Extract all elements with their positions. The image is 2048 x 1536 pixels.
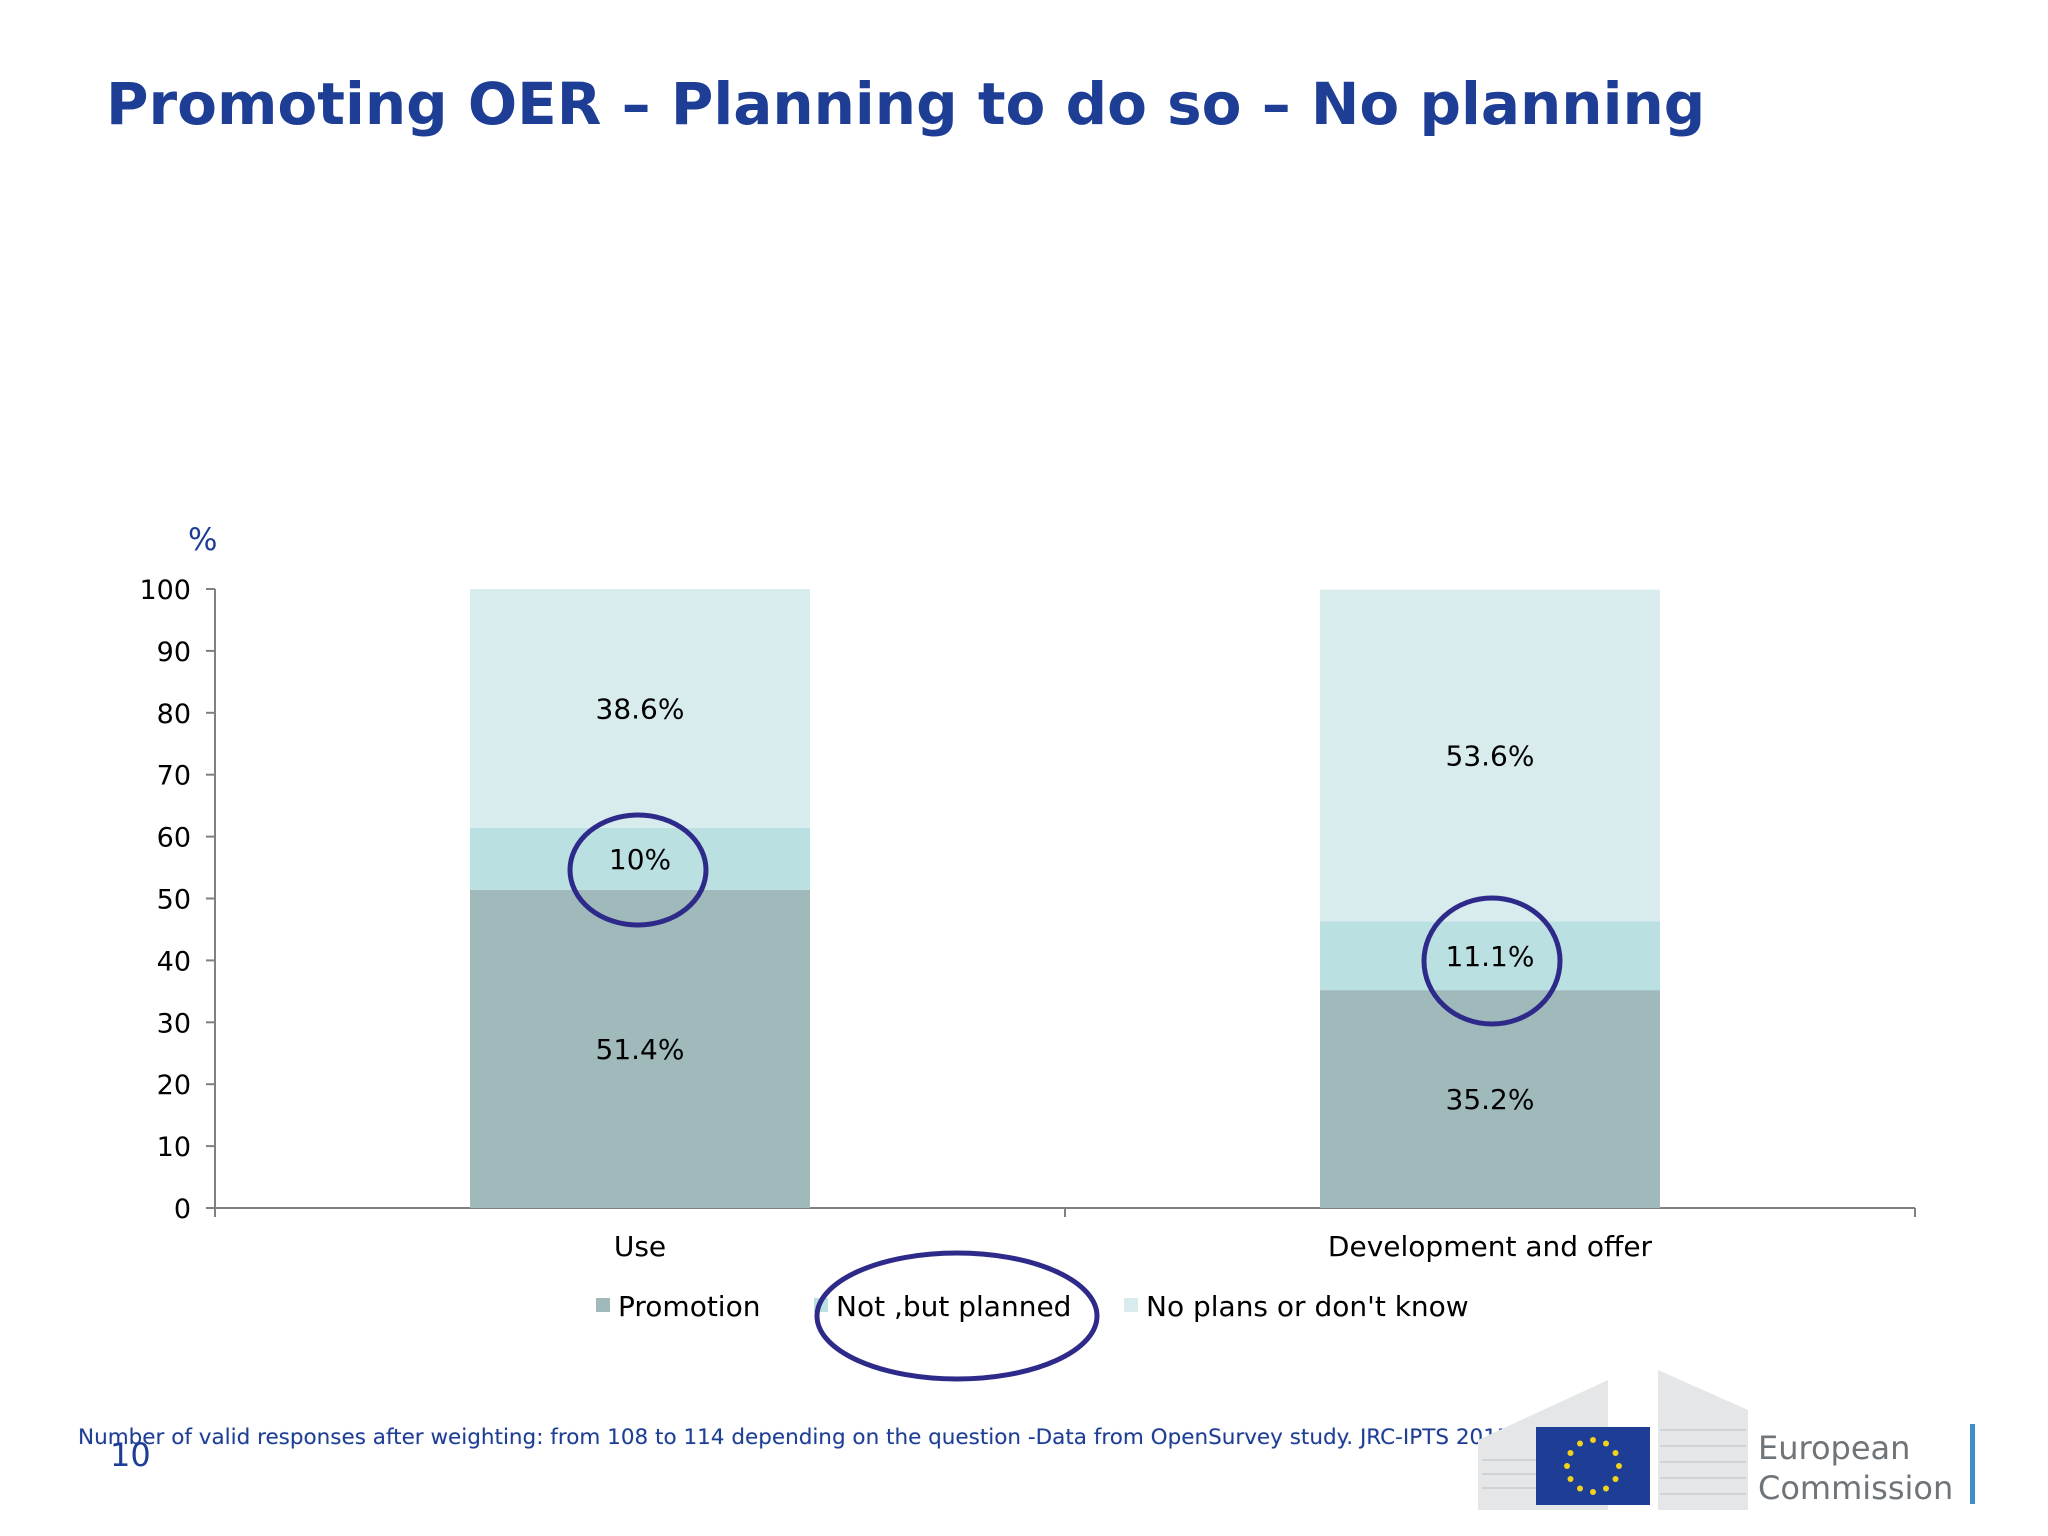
bar-segment (1320, 589, 1660, 922)
logo-line-1: European (1758, 1429, 1911, 1467)
data-label: 11.1% (1446, 940, 1535, 973)
data-label: 10% (609, 843, 671, 876)
legend-swatch (1124, 1298, 1138, 1312)
flag-star-icon (1612, 1450, 1619, 1456)
flag-star-icon (1577, 1440, 1583, 1447)
page-number: 10 (110, 1436, 151, 1474)
data-label: 38.6% (596, 692, 685, 725)
highlight-circle (1421, 895, 1563, 1027)
highlight-circle (567, 812, 709, 928)
flag-star-icon (1616, 1463, 1622, 1469)
flag-star-icon (1603, 1485, 1609, 1492)
flag-star-icon (1564, 1463, 1570, 1469)
data-label: 35.2% (1446, 1083, 1535, 1116)
european-commission-logo (1478, 1370, 1748, 1510)
flag-star-icon (1590, 1489, 1596, 1495)
y-tick-label: 0 (174, 1194, 191, 1225)
footnote: Number of valid responses after weightin… (78, 1425, 1511, 1450)
data-label: 53.6% (1446, 740, 1535, 773)
logo-line-2: Commission (1758, 1469, 1954, 1507)
y-tick-label: 40 (157, 946, 191, 977)
y-tick-label: 60 (157, 823, 191, 854)
y-tick-label: 30 (157, 1008, 191, 1039)
y-tick-label: 90 (157, 637, 191, 668)
flag-star-icon (1590, 1437, 1596, 1443)
y-tick-label: 80 (157, 699, 191, 730)
y-tick-label: 10 (157, 1132, 191, 1163)
y-axis-unit-label: % (188, 522, 218, 558)
legend-label: Not ,but planned (836, 1290, 1071, 1323)
x-tick-label: Use (614, 1230, 666, 1263)
logo-wordmark: European Commission (1758, 1428, 1953, 1508)
y-tick-label: 20 (157, 1070, 191, 1101)
bar-segment (1320, 921, 1660, 991)
y-tick-label: 100 (139, 575, 191, 606)
logo-accent-bar (1970, 1424, 1975, 1504)
legend-label: No plans or don't know (1146, 1290, 1469, 1323)
bar-segment (470, 827, 810, 890)
stacked-bar-chart: 0 10 20 30 40 50 60 70 80 90 100 51.4% 10% 38.6% Use 35… (139, 575, 1916, 1382)
flag-star-icon (1567, 1450, 1574, 1456)
flag-star-icon (1567, 1476, 1574, 1482)
legend-swatch (596, 1298, 610, 1312)
flag-star-icon (1612, 1476, 1619, 1482)
legend-label: Promotion (618, 1290, 760, 1323)
data-label: 51.4% (596, 1033, 685, 1066)
flag-star-icon (1577, 1485, 1583, 1492)
y-tick-label: 50 (157, 885, 191, 916)
bar-segment (470, 589, 810, 828)
slide-title: Promoting OER – Planning to do so – No p… (106, 70, 1706, 138)
flag-star-icon (1603, 1440, 1609, 1447)
y-tick-label: 70 (157, 761, 191, 792)
highlight-circle (814, 1250, 1100, 1382)
bar-segment (470, 889, 810, 1208)
x-tick-label: Development and offer (1328, 1230, 1653, 1263)
